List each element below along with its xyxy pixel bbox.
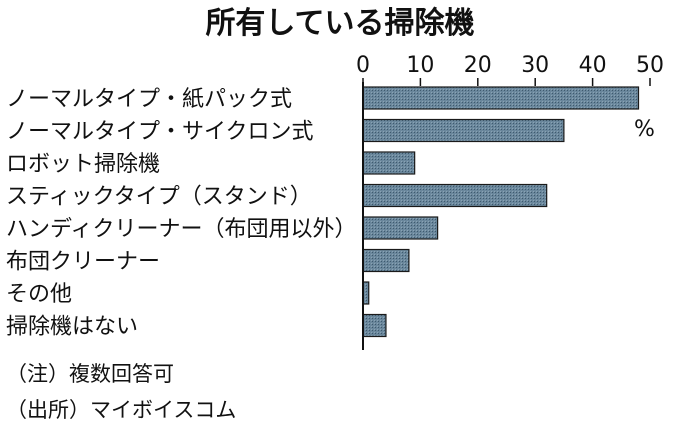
chart-title: 所有している掃除機 [205,6,474,41]
category-label: その他 [6,282,72,307]
category-label: ロボット掃除機 [6,152,160,177]
source-text: （出所）マイボイスコム [6,398,236,422]
category-label: 布団クリーナー [6,250,160,275]
x-tick-label: 40 [579,53,607,78]
unit-label: % [634,117,655,142]
category-label: ノーマルタイプ・サイクロン式 [6,120,314,145]
bar [362,86,640,110]
bar [362,118,565,143]
bar [362,151,416,175]
bar [362,183,548,208]
x-tick-label: 20 [464,53,492,78]
bar [362,248,410,273]
category-label: ノーマルタイプ・紙パック式 [6,87,292,112]
x-tick-label: 50 [636,53,664,78]
x-tick-label: 0 [356,53,370,78]
x-tick-label: 30 [521,53,549,78]
category-label: ハンディクリーナー（布団用以外） [6,217,356,242]
bar [362,313,387,338]
note-text: （注）複数回答可 [6,362,174,386]
bar [362,216,439,240]
category-label: 掃除機はない [6,315,138,340]
x-tick-label: 10 [406,53,434,78]
category-label: スティックタイプ（スタンド） [6,185,312,210]
